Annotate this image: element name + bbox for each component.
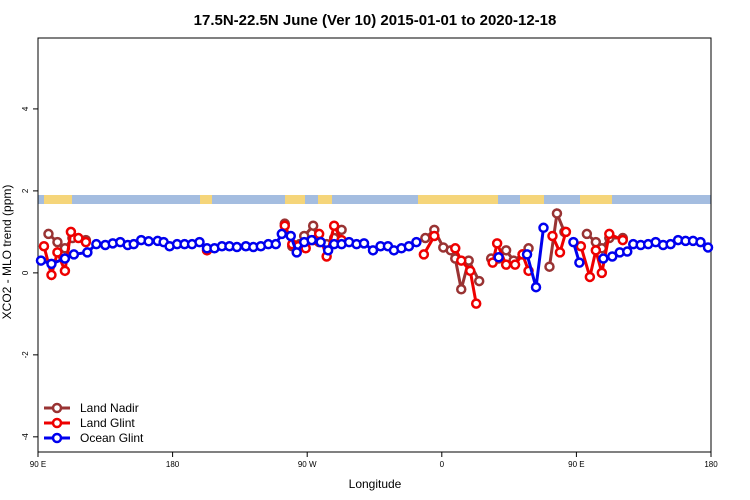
point (538, 222, 549, 234)
point (560, 226, 572, 238)
point (52, 236, 63, 248)
point (521, 249, 533, 260)
point (455, 255, 467, 266)
x-tick-label: 180 (166, 460, 180, 469)
legend-label: Land Nadir (80, 401, 139, 415)
x-tick-label: 90 E (568, 460, 584, 469)
point (581, 228, 593, 240)
point (403, 240, 415, 252)
point (46, 258, 57, 270)
y-axis-label: XCO2 - MLO trend (ppm) (0, 185, 14, 320)
chart-title: 17.5N-22.5N June (Ver 10) 2015-01-01 to … (194, 12, 557, 29)
point (607, 251, 618, 262)
x-tick-label: 0 (440, 460, 445, 469)
legend-marker (51, 402, 63, 414)
point (306, 234, 317, 246)
point (544, 261, 555, 272)
y-tick-label: 4 (21, 106, 30, 111)
point (82, 247, 93, 258)
y-tick-label: 0 (21, 270, 30, 275)
legend-marker (51, 417, 63, 429)
x-tick-label: 90 E (30, 460, 46, 469)
point (509, 259, 521, 270)
point (575, 240, 587, 252)
point (91, 238, 102, 250)
point (584, 271, 596, 283)
point (358, 238, 370, 249)
point (128, 238, 139, 250)
point (473, 275, 485, 287)
point (621, 246, 633, 257)
point (194, 236, 205, 248)
point (43, 228, 54, 240)
point (328, 220, 340, 231)
point (35, 255, 47, 266)
x-axis-label: Longitude (349, 477, 402, 491)
point (470, 298, 482, 309)
point (80, 236, 92, 248)
point (291, 247, 302, 258)
point (270, 238, 282, 250)
point (702, 242, 714, 253)
point (322, 245, 334, 256)
point (493, 252, 504, 263)
point (46, 269, 57, 281)
point (450, 243, 461, 254)
x-tick-label: 90 W (298, 460, 317, 469)
point (367, 245, 379, 256)
point (73, 232, 84, 244)
point (500, 245, 512, 256)
point (276, 228, 288, 240)
point (429, 230, 440, 242)
point (695, 236, 706, 248)
y-tick-label: -4 (21, 433, 30, 441)
point (617, 234, 629, 246)
point (455, 284, 467, 295)
y-tick-label: 2 (21, 188, 30, 193)
plot-frame (37, 37, 712, 453)
point (665, 238, 676, 250)
point (420, 232, 431, 244)
point (464, 265, 476, 277)
point (59, 265, 71, 277)
point (307, 220, 319, 231)
point (590, 245, 602, 256)
point (38, 240, 50, 252)
point (530, 281, 542, 293)
point (418, 249, 430, 260)
point (604, 228, 615, 240)
point (279, 220, 291, 231)
legend-label: Ocean Glint (80, 431, 144, 445)
point (500, 259, 512, 270)
legend-label: Land Glint (80, 416, 135, 430)
point (551, 208, 563, 219)
point (568, 236, 579, 248)
point (68, 249, 80, 260)
point (315, 236, 326, 248)
point (411, 236, 422, 248)
point (65, 226, 77, 238)
point (554, 247, 566, 258)
point (231, 241, 243, 253)
point (59, 253, 71, 264)
point (598, 253, 609, 264)
x-tick-label: 180 (704, 460, 718, 469)
point (547, 230, 558, 242)
point (574, 257, 585, 268)
legend-marker (51, 432, 63, 444)
point (143, 236, 154, 247)
point (313, 228, 325, 240)
point (52, 247, 63, 258)
point (596, 267, 608, 279)
y-tick-label: -2 (21, 351, 30, 359)
point (285, 230, 296, 242)
point (491, 238, 503, 249)
land-ocean-strip (38, 195, 711, 204)
